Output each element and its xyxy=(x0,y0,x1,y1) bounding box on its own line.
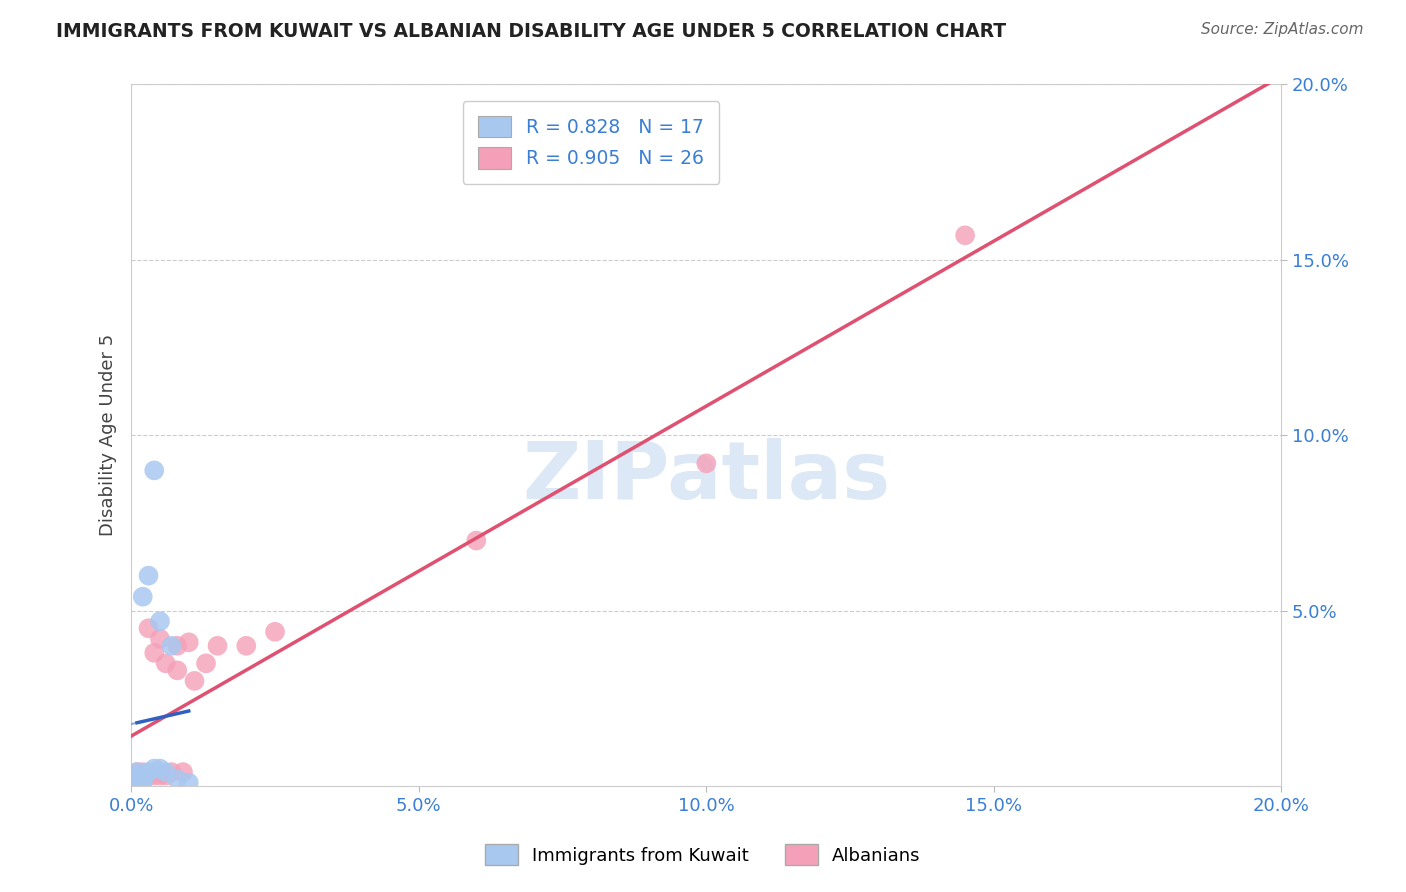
Point xyxy=(166,639,188,653)
Point xyxy=(160,765,183,780)
Point xyxy=(143,769,166,783)
Y-axis label: Disability Age Under 5: Disability Age Under 5 xyxy=(100,334,117,536)
Point xyxy=(155,769,177,783)
Point xyxy=(143,646,166,660)
Point xyxy=(143,463,166,477)
Point xyxy=(143,762,166,776)
Point xyxy=(125,765,148,780)
Point xyxy=(125,775,148,789)
Legend: R = 0.828   N = 17, R = 0.905   N = 26: R = 0.828 N = 17, R = 0.905 N = 26 xyxy=(463,101,720,184)
Point xyxy=(953,228,976,243)
Point xyxy=(177,635,200,649)
Point xyxy=(138,568,160,582)
Point xyxy=(160,639,183,653)
Point xyxy=(235,639,257,653)
Text: IMMIGRANTS FROM KUWAIT VS ALBANIAN DISABILITY AGE UNDER 5 CORRELATION CHART: IMMIGRANTS FROM KUWAIT VS ALBANIAN DISAB… xyxy=(56,22,1007,41)
Text: ZIPatlas: ZIPatlas xyxy=(522,438,890,516)
Point xyxy=(125,765,148,780)
Point xyxy=(125,772,148,786)
Point xyxy=(195,657,218,671)
Point xyxy=(149,632,172,646)
Point xyxy=(125,775,148,789)
Point xyxy=(695,456,717,470)
Point xyxy=(132,772,155,786)
Point xyxy=(125,769,148,783)
Legend: Immigrants from Kuwait, Albanians: Immigrants from Kuwait, Albanians xyxy=(477,835,929,874)
Point xyxy=(149,614,172,628)
Point xyxy=(155,765,177,780)
Point xyxy=(177,775,200,789)
Point xyxy=(207,639,229,653)
Point xyxy=(125,769,148,783)
Point xyxy=(132,590,155,604)
Point xyxy=(264,624,287,639)
Point xyxy=(155,657,177,671)
Point xyxy=(132,765,155,780)
Point xyxy=(132,775,155,789)
Text: Source: ZipAtlas.com: Source: ZipAtlas.com xyxy=(1201,22,1364,37)
Point xyxy=(166,664,188,678)
Point xyxy=(166,772,188,786)
Point xyxy=(183,673,205,688)
Point xyxy=(149,762,172,776)
Point xyxy=(138,769,160,783)
Point xyxy=(172,765,194,780)
Point xyxy=(138,765,160,780)
Point xyxy=(138,621,160,635)
Point xyxy=(132,769,155,783)
Point xyxy=(465,533,488,548)
Point xyxy=(149,769,172,783)
